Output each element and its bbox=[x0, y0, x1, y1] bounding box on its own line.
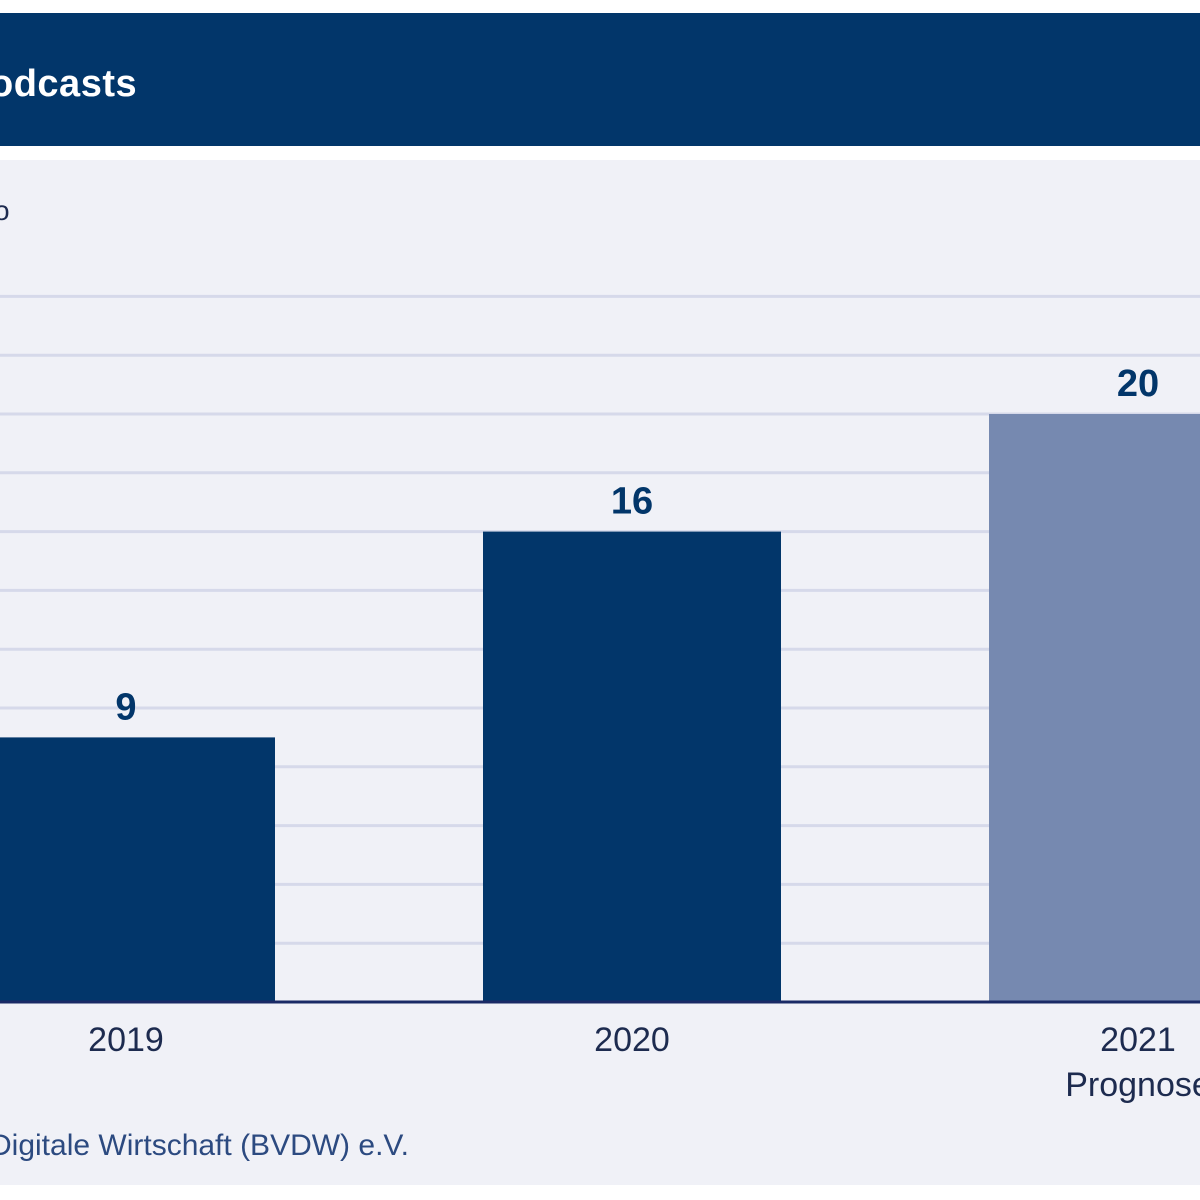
source-note: Digitale Wirtschaft (BVDW) e.V. bbox=[0, 1129, 409, 1162]
bar-2019 bbox=[0, 737, 275, 1002]
x-tick-label: 2021 bbox=[1100, 1021, 1176, 1059]
chart-title: odcasts bbox=[0, 63, 138, 105]
chart-header: odcasts bbox=[0, 13, 1200, 146]
bar-2020 bbox=[483, 531, 781, 1002]
data-label: 20 bbox=[1117, 363, 1159, 405]
x-tick-label: 2019 bbox=[88, 1021, 164, 1059]
bar-2021 bbox=[989, 414, 1200, 1002]
data-label: 16 bbox=[611, 481, 653, 523]
unit-label: o bbox=[0, 195, 10, 226]
data-label: 9 bbox=[115, 686, 136, 728]
x-tick-label: 2020 bbox=[594, 1021, 670, 1059]
x-tick-label: Prognose bbox=[1065, 1066, 1200, 1104]
